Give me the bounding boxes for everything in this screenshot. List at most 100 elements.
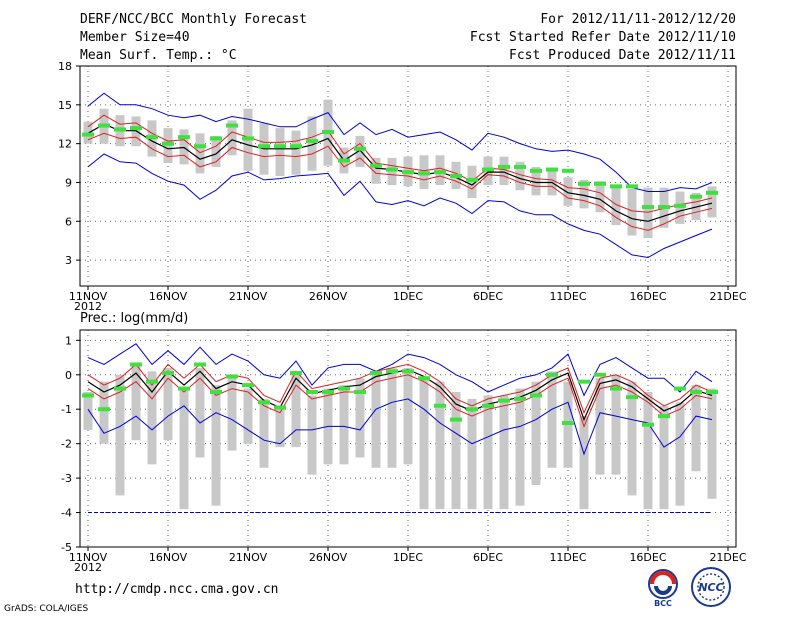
median-marker bbox=[290, 371, 302, 376]
series-line-lower bbox=[87, 374, 713, 428]
x-tick-label: 26NOV bbox=[309, 290, 348, 303]
spread-box bbox=[291, 130, 301, 175]
spread-box bbox=[307, 395, 317, 475]
spread-box bbox=[403, 367, 413, 465]
y-tick-label: 9 bbox=[65, 176, 72, 189]
spread-box bbox=[563, 177, 573, 206]
median-marker bbox=[194, 144, 206, 149]
median-marker bbox=[434, 170, 446, 175]
median-marker bbox=[674, 203, 686, 208]
spread-box bbox=[643, 392, 653, 510]
median-marker bbox=[370, 163, 382, 168]
median-marker bbox=[402, 170, 414, 175]
spread-box bbox=[211, 385, 221, 506]
precip-title: Prec.: log(mm/d) bbox=[80, 311, 188, 326]
x-tick-label: 21NOV bbox=[229, 551, 268, 564]
median-marker bbox=[322, 390, 334, 394]
median-marker bbox=[82, 132, 94, 137]
y-tick-label: -3 bbox=[61, 472, 72, 485]
member-size-label: Member Size=40 bbox=[80, 30, 190, 45]
median-marker bbox=[642, 205, 654, 210]
median-marker bbox=[594, 372, 606, 377]
median-marker bbox=[562, 168, 574, 173]
median-marker bbox=[546, 167, 558, 172]
median-marker bbox=[226, 374, 238, 379]
y-tick-label: 15 bbox=[58, 99, 72, 112]
chart-title: DERF/NCC/BCC Monthly Forecast bbox=[80, 12, 307, 27]
spread-box bbox=[243, 388, 253, 444]
spread-box bbox=[179, 129, 189, 165]
spread-box bbox=[99, 381, 109, 444]
median-marker bbox=[258, 144, 270, 149]
x-tick-label: 16DEC bbox=[629, 290, 666, 303]
x-tick-label: 11NOV bbox=[69, 290, 108, 303]
spread-box bbox=[275, 405, 285, 448]
median-marker bbox=[178, 135, 190, 140]
median-marker bbox=[514, 164, 526, 169]
y-tick-label: 0 bbox=[65, 369, 72, 382]
x-tick-label: 6DEC bbox=[473, 551, 503, 564]
median-marker bbox=[530, 168, 542, 173]
median-marker bbox=[626, 395, 638, 400]
median-marker bbox=[610, 184, 622, 189]
series-line-upper bbox=[87, 114, 713, 213]
spread-box bbox=[675, 402, 685, 506]
spread-box bbox=[611, 374, 621, 475]
median-marker bbox=[290, 144, 302, 149]
spread-box bbox=[595, 378, 605, 475]
median-marker bbox=[690, 194, 702, 199]
median-marker bbox=[594, 181, 606, 186]
plot-frame bbox=[79, 65, 737, 287]
median-marker bbox=[82, 393, 94, 398]
x-tick-label: 26NOV bbox=[309, 551, 348, 564]
source-url[interactable]: http://cmdp.ncc.cma.gov.cn bbox=[75, 582, 279, 597]
x-tick-year: 2012 bbox=[74, 561, 102, 574]
x-tick-label: 16NOV bbox=[149, 551, 188, 564]
y-tick-label: -4 bbox=[61, 507, 72, 520]
x-tick-label: 11DEC bbox=[549, 551, 586, 564]
median-marker bbox=[642, 422, 654, 427]
x-tick-label: 11NOV bbox=[69, 551, 108, 564]
median-marker bbox=[130, 126, 142, 131]
series-line-min bbox=[87, 92, 713, 192]
median-marker bbox=[482, 167, 494, 172]
median-marker bbox=[450, 417, 462, 422]
median-marker bbox=[418, 171, 430, 176]
y-tick-label: -1 bbox=[61, 403, 72, 416]
series-line-lower bbox=[87, 132, 713, 231]
x-tick-label: 6DEC bbox=[473, 290, 503, 303]
median-marker bbox=[690, 390, 702, 394]
median-marker bbox=[498, 164, 510, 169]
y-tick-label: -5 bbox=[61, 541, 72, 554]
bcc-logo-text: BCC bbox=[654, 599, 672, 608]
x-tick-label: 21NOV bbox=[229, 290, 268, 303]
median-marker bbox=[146, 135, 158, 140]
spread-box bbox=[307, 116, 317, 171]
median-marker bbox=[434, 403, 446, 408]
median-marker bbox=[530, 393, 542, 398]
spread-box bbox=[595, 181, 605, 213]
variable-label: Mean Surf. Temp.: °C bbox=[80, 48, 237, 63]
median-marker bbox=[370, 371, 382, 376]
median-marker bbox=[482, 403, 494, 408]
median-marker bbox=[162, 141, 174, 146]
spread-box bbox=[339, 385, 349, 465]
median-marker bbox=[386, 167, 398, 172]
median-marker bbox=[578, 181, 590, 186]
median-marker bbox=[658, 205, 670, 210]
spread-box bbox=[515, 161, 525, 191]
median-marker bbox=[242, 383, 254, 388]
spread-box bbox=[579, 416, 589, 510]
median-marker bbox=[162, 371, 174, 376]
x-tick-label: 21DEC bbox=[709, 551, 746, 564]
spread-box bbox=[531, 381, 541, 485]
spread-box bbox=[355, 135, 365, 167]
spread-box bbox=[147, 371, 157, 465]
spread-box bbox=[227, 120, 237, 156]
median-marker bbox=[98, 123, 110, 128]
median-marker bbox=[578, 379, 590, 384]
spread-box bbox=[371, 157, 381, 184]
median-marker bbox=[242, 136, 254, 141]
median-marker bbox=[226, 123, 238, 128]
